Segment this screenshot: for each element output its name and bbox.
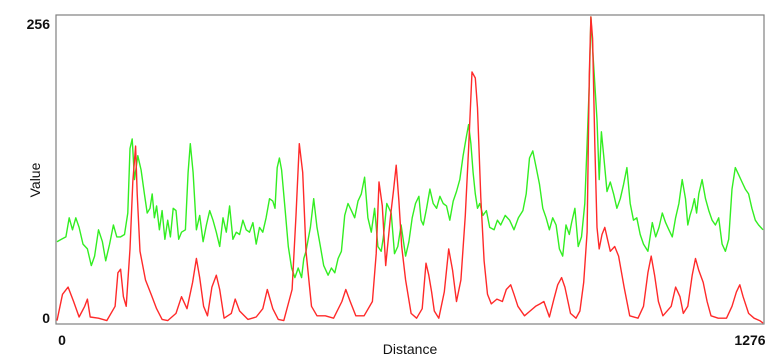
x-tick-label-end: 1276 <box>734 332 765 348</box>
x-tick-label-start: 0 <box>58 332 66 348</box>
y-axis-label: Value <box>27 162 43 197</box>
series-line-green <box>56 16 764 279</box>
x-axis-label: Distance <box>383 341 438 357</box>
y-tick-label-bottom: 0 <box>42 310 50 326</box>
series-line-red <box>56 16 764 324</box>
series-layer <box>56 16 764 324</box>
plot-frame <box>55 14 765 325</box>
y-tick-label-top: 256 <box>27 16 51 32</box>
